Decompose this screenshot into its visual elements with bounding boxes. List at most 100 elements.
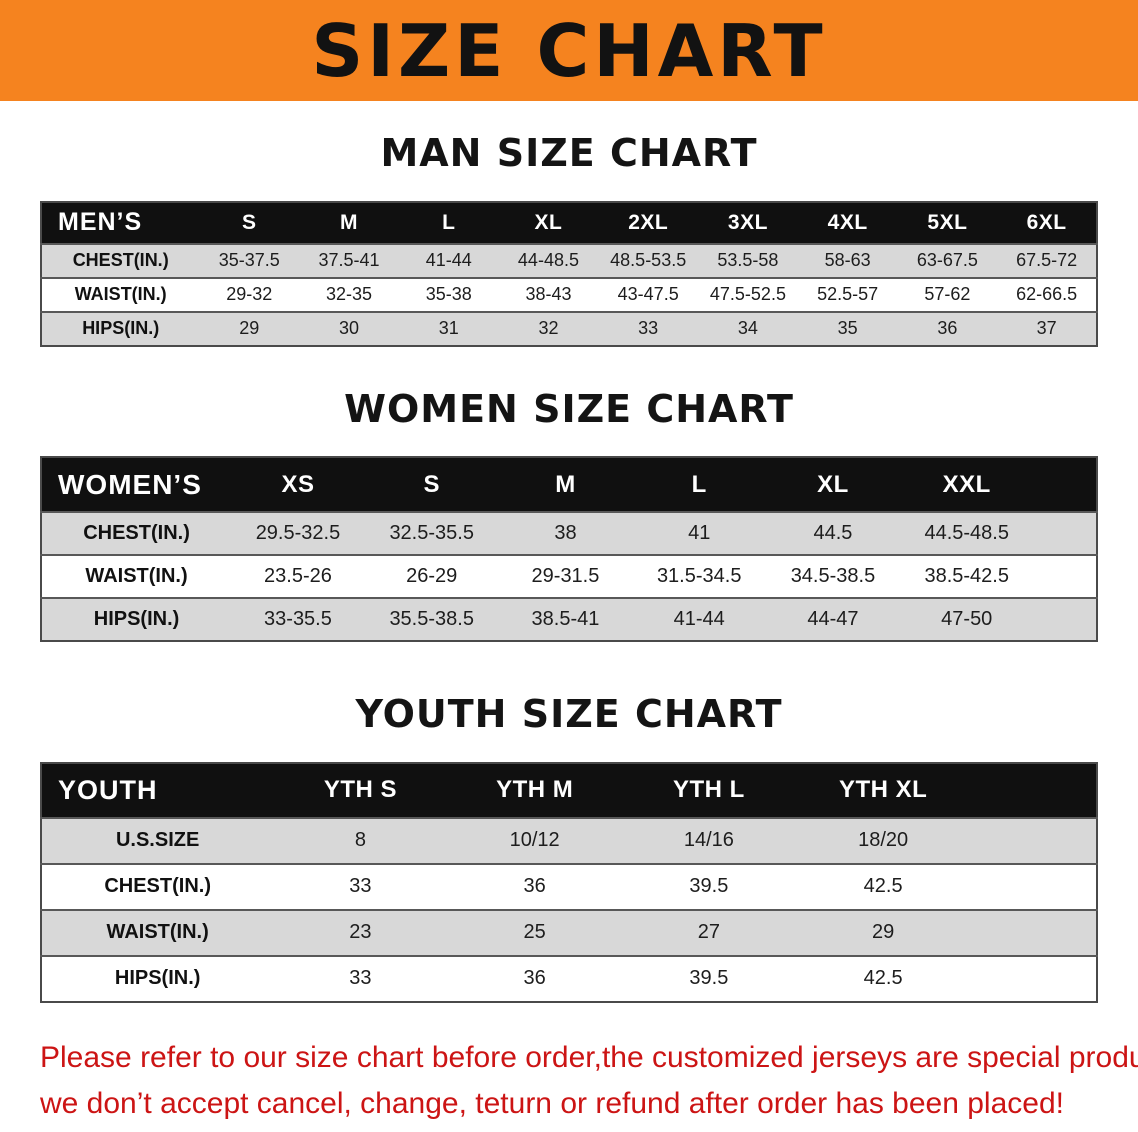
table-row: CHEST(IN.) 35-37.5 37.5-41 41-44 44-48.5 48.5… [41, 242, 1097, 278]
row-label: WAIST(IN.) [41, 908, 274, 956]
size-value: 58-63 [797, 242, 898, 278]
size-value: 36 [897, 310, 998, 346]
row-label: U.S.SIZE [41, 816, 274, 864]
size-value: 35 [797, 310, 898, 346]
size-column-header: XL [498, 201, 599, 244]
size-column-header: 6XL [997, 201, 1097, 244]
size-value: 36 [447, 862, 622, 910]
size-value: 10/12 [447, 816, 622, 864]
size-value: 18/20 [796, 816, 971, 864]
size-value: 37 [997, 310, 1097, 346]
size-value: 35.5-38.5 [364, 597, 499, 642]
size-column-header: 5XL [897, 201, 998, 244]
size-value: 38.5-42.5 [899, 554, 1034, 599]
size-column-header: YTH XL [796, 762, 971, 818]
filler-cell [1033, 554, 1097, 599]
size-value: 41-44 [398, 242, 499, 278]
size-value: 26-29 [364, 554, 499, 599]
size-value: 34 [698, 310, 798, 346]
size-value: 35-37.5 [199, 242, 300, 278]
table-row: WAIST(IN.) 29-32 32-35 35-38 38-43 43-47.5 47.… [41, 276, 1097, 312]
filler-cell [1033, 457, 1097, 513]
size-column-header: YTH L [621, 762, 797, 818]
row-label: HIPS(IN.) [41, 597, 232, 642]
disclaimer-line-2: we don’t accept cancel, change, teturn o… [40, 1087, 1064, 1121]
size-column-header: YTH S [273, 762, 448, 818]
size-value: 23.5-26 [231, 554, 365, 599]
size-value: 44.5-48.5 [899, 511, 1034, 556]
size-value: 57-62 [897, 276, 998, 312]
size-column-header: 3XL [698, 201, 798, 244]
size-value: 31 [398, 310, 499, 346]
filler-cell [970, 762, 1097, 818]
size-value: 41-44 [632, 597, 767, 642]
table-corner-label: YOUTH [41, 762, 274, 818]
size-value: 32 [498, 310, 599, 346]
table-corner-label: WOMEN’S [41, 457, 232, 513]
filler-cell [970, 862, 1097, 910]
table-row: CHEST(IN.) 33 36 39.5 42.5 [41, 862, 1097, 910]
size-value: 44-47 [766, 597, 900, 642]
section-youth: YOUTH SIZE CHART YOUTH YTH S YTH M YTH L YTH… [40, 692, 1098, 1003]
size-value: 25 [447, 908, 622, 956]
size-column-header: L [398, 201, 499, 244]
row-label: CHEST(IN.) [41, 511, 232, 556]
row-label: CHEST(IN.) [41, 242, 200, 278]
size-value: 41 [632, 511, 767, 556]
size-value: 47-50 [899, 597, 1034, 642]
size-column-header: 4XL [797, 201, 898, 244]
size-value: 29.5-32.5 [231, 511, 365, 556]
size-value: 32-35 [299, 276, 399, 312]
row-label: HIPS(IN.) [41, 310, 200, 346]
table-row: HIPS(IN.) 33-35.5 35.5-38.5 38.5-41 41-44 44-… [41, 597, 1097, 642]
size-value: 34.5-38.5 [766, 554, 900, 599]
filler-cell [1033, 511, 1097, 556]
page-title: SIZE CHART [311, 8, 827, 93]
size-value: 33 [598, 310, 699, 346]
size-column-header: M [299, 201, 399, 244]
men-section-heading: MAN SIZE CHART [380, 131, 758, 175]
size-column-header: S [364, 457, 499, 513]
filler-cell [970, 908, 1097, 956]
size-value: 33 [273, 862, 448, 910]
filler-cell [1033, 597, 1097, 642]
size-value: 43-47.5 [598, 276, 699, 312]
section-men: MAN SIZE CHART MEN’S S M L XL 2XL 3XL 4XL 5XL 6XL… [40, 131, 1098, 347]
table-header-row: YOUTH YTH S YTH M YTH L YTH XL [41, 762, 1097, 818]
size-value: 38-43 [498, 276, 599, 312]
table-row: CHEST(IN.) 29.5-32.5 32.5-35.5 38 41 44.5 44.5… [41, 511, 1097, 556]
size-value: 47.5-52.5 [698, 276, 798, 312]
youth-size-table: YOUTH YTH S YTH M YTH L YTH XL U.S.SIZE 8 10/12… [40, 761, 1098, 1003]
filler-cell [970, 816, 1097, 864]
section-women: WOMEN SIZE CHART WOMEN’S XS S M L XL XXL CHEST(… [40, 387, 1098, 643]
table-row: HIPS(IN.) 29 30 31 32 33 34 35 36 37 [41, 310, 1097, 346]
size-column-header: XL [766, 457, 900, 513]
size-column-header: L [632, 457, 767, 513]
size-value: 29 [199, 310, 300, 346]
row-label: CHEST(IN.) [41, 862, 274, 910]
filler-cell [970, 954, 1097, 1002]
table-row: WAIST(IN.) 23.5-26 26-29 29-31.5 31.5-34.5 34… [41, 554, 1097, 599]
size-value: 32.5-35.5 [364, 511, 499, 556]
men-size-table: MEN’S S M L XL 2XL 3XL 4XL 5XL 6XL CHEST(IN.) 35-37… [40, 200, 1098, 347]
size-column-header: XS [231, 457, 365, 513]
size-value: 8 [273, 816, 448, 864]
size-column-header: 2XL [598, 201, 699, 244]
size-column-header: M [498, 457, 633, 513]
size-value: 23 [273, 908, 448, 956]
size-value: 29-31.5 [498, 554, 633, 599]
size-value: 38.5-41 [498, 597, 633, 642]
size-value: 38 [498, 511, 633, 556]
size-value: 30 [299, 310, 399, 346]
size-value: 27 [621, 908, 797, 956]
size-column-header: S [199, 201, 300, 244]
size-value: 48.5-53.5 [598, 242, 699, 278]
youth-section-heading: YOUTH SIZE CHART [355, 692, 783, 737]
size-value: 33-35.5 [231, 597, 365, 642]
size-value: 39.5 [621, 862, 797, 910]
women-size-table: WOMEN’S XS S M L XL XXL CHEST(IN.) 29.5-32.5 32.5… [40, 456, 1098, 643]
size-value: 29 [796, 908, 971, 956]
size-value: 39.5 [621, 954, 797, 1002]
size-value: 29-32 [199, 276, 300, 312]
